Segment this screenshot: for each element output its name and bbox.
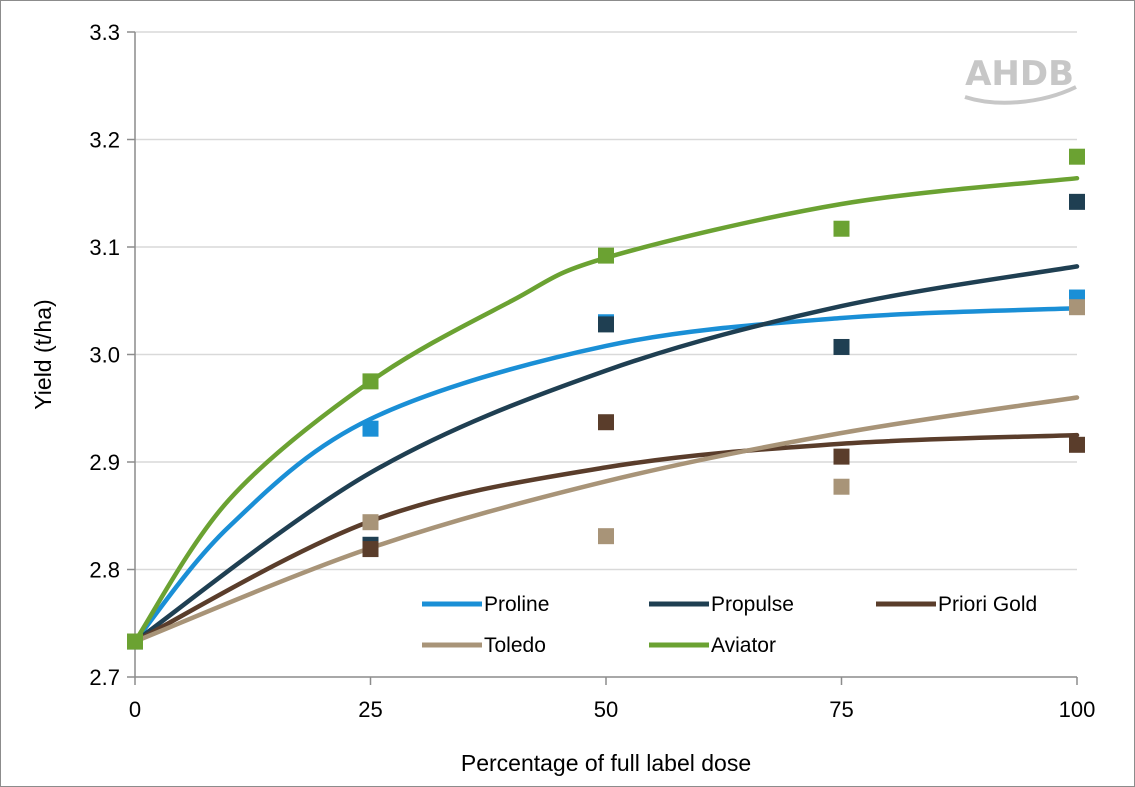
legend: Proline Propulse Priori Gold Toledo Aviator	[422, 593, 1037, 657]
x-tick-label: 25	[358, 697, 382, 722]
toledo-trend-line	[132, 395, 1080, 644]
legend-label-proline: Proline	[484, 593, 549, 616]
aviator-marker	[833, 220, 850, 237]
y-tick-label: 2.8	[89, 558, 120, 583]
data-points	[127, 148, 1085, 650]
aviator-trend-line	[132, 175, 1080, 644]
toledo-marker	[598, 528, 614, 545]
aviator-marker	[362, 373, 379, 390]
y-tick-label: 2.9	[89, 450, 120, 475]
x-tick-label: 0	[129, 697, 141, 722]
axes: 2.7 2.8 2.9 3.0 3.1 3.2 3.3 0 25 50 75 100	[89, 20, 1095, 722]
priori-gold-marker	[362, 541, 379, 558]
aviator-marker	[1069, 148, 1085, 165]
x-tick-label: 50	[594, 697, 618, 722]
priori-gold-marker	[833, 448, 850, 465]
gridlines	[135, 31, 1077, 571]
toledo-marker	[1069, 299, 1085, 316]
aviator-marker	[598, 247, 614, 264]
priori-gold-trend-line	[132, 432, 1080, 644]
priori-gold-marker	[1069, 436, 1085, 453]
aviator-marker	[127, 633, 143, 650]
legend-label-aviator: Aviator	[711, 634, 776, 657]
proline-trend-line	[132, 306, 1080, 644]
proline-marker	[362, 420, 379, 437]
y-tick-label: 3.1	[89, 235, 120, 260]
x-tick-label: 75	[829, 697, 853, 722]
propulse-marker	[1069, 193, 1085, 210]
logo-text: AHDB	[965, 54, 1074, 94]
y-tick-label: 3.2	[89, 128, 120, 153]
y-tick-label: 3.0	[89, 343, 120, 368]
propulse-marker	[598, 316, 614, 333]
propulse-marker	[833, 338, 850, 355]
propulse-trend-line	[132, 264, 1080, 644]
toledo-marker	[362, 514, 379, 531]
y-axis-title: Yield (t/ha)	[30, 299, 56, 409]
toledo-marker	[833, 478, 850, 495]
legend-label-propulse: Propulse	[711, 593, 794, 616]
y-tick-label: 3.3	[89, 20, 120, 45]
x-axis-title: Percentage of full label dose	[461, 750, 751, 776]
y-tick-label: 2.7	[89, 665, 120, 690]
x-tick-label: 100	[1059, 697, 1096, 722]
trend-lines	[132, 175, 1080, 644]
priori-gold-marker	[598, 414, 614, 431]
logo-swoosh	[964, 85, 1077, 105]
ahdb-logo: AHDB	[964, 54, 1077, 105]
legend-label-priori-gold: Priori Gold	[938, 593, 1037, 616]
legend-label-toledo: Toledo	[484, 634, 546, 657]
